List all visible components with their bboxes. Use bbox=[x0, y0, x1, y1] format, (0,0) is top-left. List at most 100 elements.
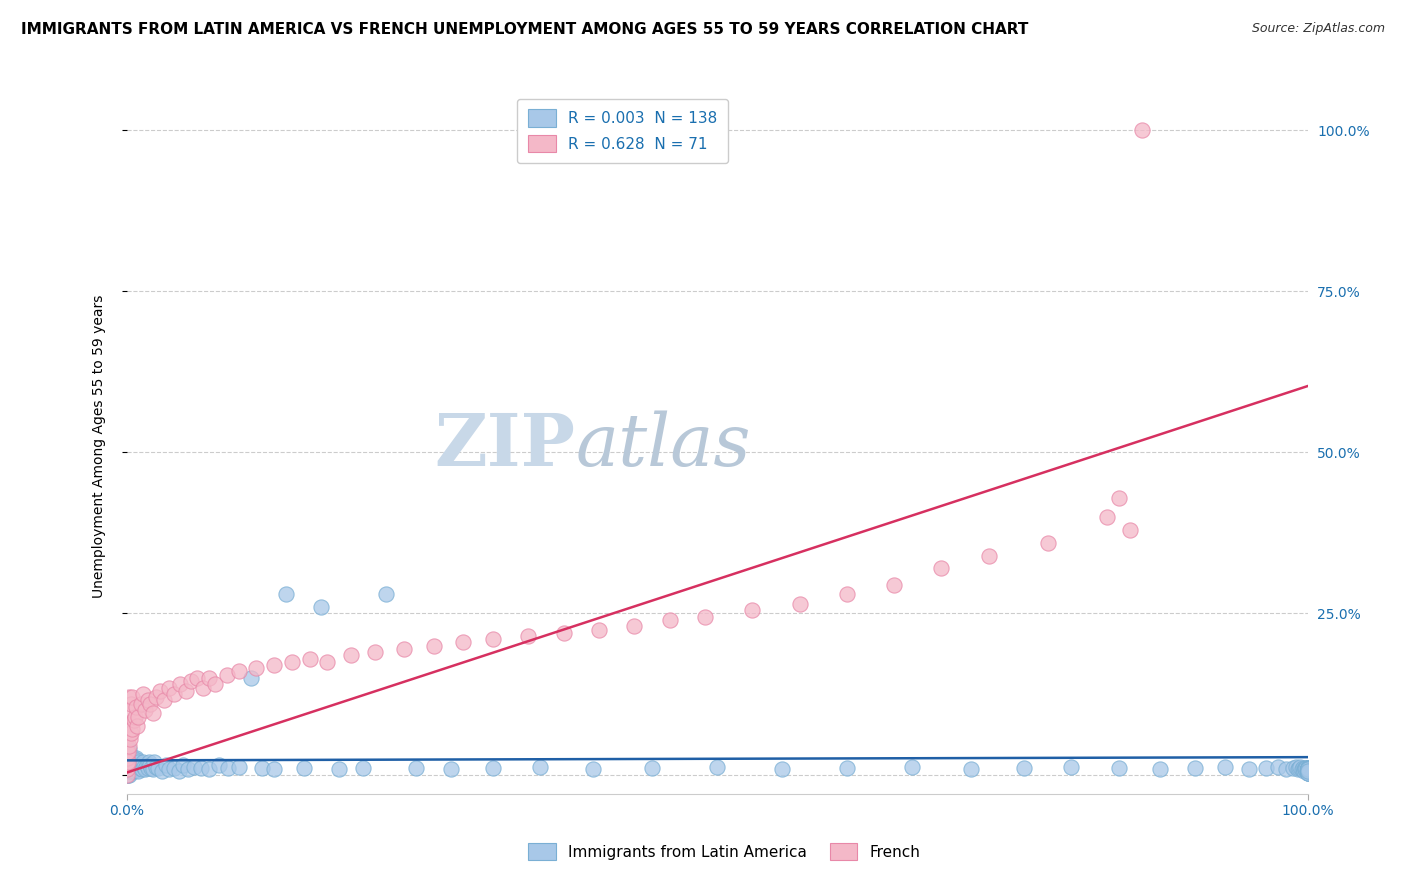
Point bbox=[1292, 763, 1315, 777]
Point bbox=[120, 751, 142, 765]
Point bbox=[1289, 760, 1312, 774]
Point bbox=[789, 597, 811, 611]
Point bbox=[1296, 761, 1319, 775]
Point bbox=[1296, 761, 1319, 775]
Point bbox=[931, 561, 953, 575]
Point bbox=[138, 755, 160, 769]
Point bbox=[835, 761, 858, 775]
Point bbox=[149, 683, 172, 698]
Point bbox=[163, 687, 186, 701]
Point bbox=[180, 674, 202, 689]
Point bbox=[1267, 760, 1289, 774]
Point bbox=[115, 767, 138, 781]
Point bbox=[117, 745, 139, 759]
Point bbox=[311, 600, 333, 615]
Point bbox=[118, 761, 141, 775]
Point bbox=[1296, 765, 1319, 780]
Point bbox=[172, 758, 194, 772]
Point bbox=[145, 690, 167, 705]
Point bbox=[1296, 763, 1319, 777]
Point bbox=[198, 763, 221, 777]
Point bbox=[117, 755, 139, 769]
Point bbox=[274, 587, 297, 601]
Point bbox=[136, 761, 159, 775]
Point bbox=[1184, 761, 1206, 775]
Point bbox=[1149, 763, 1171, 777]
Point bbox=[153, 693, 176, 707]
Point bbox=[517, 629, 540, 643]
Point bbox=[132, 755, 155, 769]
Point bbox=[1095, 509, 1118, 524]
Point bbox=[1296, 764, 1319, 779]
Point bbox=[1275, 763, 1298, 777]
Point bbox=[1295, 761, 1317, 775]
Point bbox=[1296, 764, 1319, 779]
Point bbox=[139, 758, 162, 772]
Point bbox=[263, 763, 285, 777]
Point bbox=[120, 764, 142, 779]
Point bbox=[134, 703, 156, 717]
Point bbox=[122, 713, 145, 727]
Point bbox=[142, 755, 165, 769]
Point bbox=[117, 748, 139, 763]
Point bbox=[706, 760, 728, 774]
Point bbox=[120, 751, 142, 765]
Point bbox=[127, 753, 149, 767]
Point bbox=[770, 763, 793, 777]
Point bbox=[1296, 764, 1319, 779]
Point bbox=[1296, 763, 1319, 777]
Text: ZIP: ZIP bbox=[434, 410, 575, 482]
Point bbox=[141, 763, 163, 777]
Point bbox=[835, 587, 858, 601]
Point bbox=[1296, 763, 1319, 777]
Point bbox=[157, 763, 180, 777]
Point bbox=[1292, 764, 1315, 779]
Point bbox=[115, 761, 138, 775]
Point bbox=[115, 767, 138, 781]
Point bbox=[481, 761, 503, 775]
Point bbox=[127, 764, 149, 779]
Point bbox=[117, 743, 139, 757]
Point bbox=[1119, 523, 1142, 537]
Point bbox=[1285, 760, 1308, 774]
Point bbox=[117, 758, 139, 772]
Point bbox=[741, 603, 763, 617]
Point bbox=[118, 767, 141, 781]
Point bbox=[198, 671, 221, 685]
Point bbox=[118, 755, 141, 769]
Point bbox=[1296, 764, 1319, 779]
Point bbox=[405, 761, 427, 775]
Point bbox=[1296, 765, 1319, 780]
Point bbox=[1108, 761, 1130, 775]
Point bbox=[263, 658, 285, 673]
Point bbox=[167, 764, 190, 779]
Point bbox=[121, 690, 143, 705]
Point bbox=[1296, 763, 1319, 777]
Point bbox=[375, 587, 398, 601]
Point bbox=[115, 751, 138, 765]
Point bbox=[245, 661, 267, 675]
Point bbox=[252, 761, 274, 775]
Point bbox=[363, 645, 385, 659]
Point bbox=[193, 681, 215, 695]
Point bbox=[127, 709, 149, 723]
Point bbox=[960, 763, 983, 777]
Point bbox=[115, 758, 138, 772]
Point bbox=[117, 729, 139, 743]
Point bbox=[1296, 764, 1319, 779]
Point bbox=[128, 761, 150, 775]
Point bbox=[121, 763, 143, 777]
Point bbox=[117, 763, 139, 777]
Point bbox=[122, 764, 145, 779]
Point bbox=[139, 697, 162, 711]
Point bbox=[120, 697, 142, 711]
Legend: R = 0.003  N = 138, R = 0.628  N = 71: R = 0.003 N = 138, R = 0.628 N = 71 bbox=[517, 99, 728, 163]
Point bbox=[1130, 123, 1153, 137]
Point bbox=[177, 763, 200, 777]
Point bbox=[217, 761, 239, 775]
Point bbox=[208, 758, 231, 772]
Point bbox=[1296, 764, 1319, 779]
Point bbox=[118, 741, 141, 756]
Text: atlas: atlas bbox=[575, 410, 751, 482]
Point bbox=[292, 761, 315, 775]
